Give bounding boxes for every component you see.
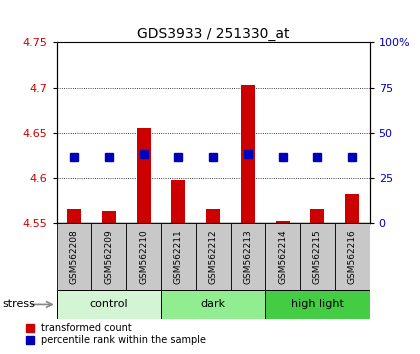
Bar — [241, 85, 255, 223]
Bar — [102, 211, 116, 223]
Legend: transformed count, percentile rank within the sample: transformed count, percentile rank withi… — [26, 324, 206, 346]
FancyBboxPatch shape — [161, 223, 196, 290]
FancyBboxPatch shape — [126, 223, 161, 290]
Bar — [67, 210, 81, 223]
Text: GSM562212: GSM562212 — [209, 229, 218, 284]
FancyBboxPatch shape — [196, 223, 231, 290]
Bar — [136, 128, 151, 223]
Bar — [206, 210, 220, 223]
Text: GSM562215: GSM562215 — [313, 229, 322, 284]
FancyBboxPatch shape — [265, 290, 370, 319]
Text: GSM562214: GSM562214 — [278, 229, 287, 284]
FancyBboxPatch shape — [335, 223, 370, 290]
FancyBboxPatch shape — [265, 223, 300, 290]
Text: dark: dark — [201, 299, 226, 309]
Bar — [310, 210, 324, 223]
FancyBboxPatch shape — [300, 223, 335, 290]
Title: GDS3933 / 251330_at: GDS3933 / 251330_at — [137, 28, 289, 41]
FancyBboxPatch shape — [92, 223, 126, 290]
Text: GSM562211: GSM562211 — [174, 229, 183, 284]
Text: GSM562213: GSM562213 — [244, 229, 252, 284]
Text: GSM562210: GSM562210 — [139, 229, 148, 284]
Text: GSM562216: GSM562216 — [348, 229, 357, 284]
Text: high light: high light — [291, 299, 344, 309]
Text: GSM562209: GSM562209 — [104, 229, 113, 284]
FancyBboxPatch shape — [161, 290, 265, 319]
Text: stress: stress — [2, 299, 35, 309]
Text: GSM562208: GSM562208 — [70, 229, 79, 284]
FancyBboxPatch shape — [231, 223, 265, 290]
Bar — [276, 221, 290, 223]
FancyBboxPatch shape — [57, 223, 92, 290]
Bar — [345, 194, 359, 223]
Text: control: control — [89, 299, 128, 309]
FancyBboxPatch shape — [57, 290, 161, 319]
Bar — [171, 180, 185, 223]
